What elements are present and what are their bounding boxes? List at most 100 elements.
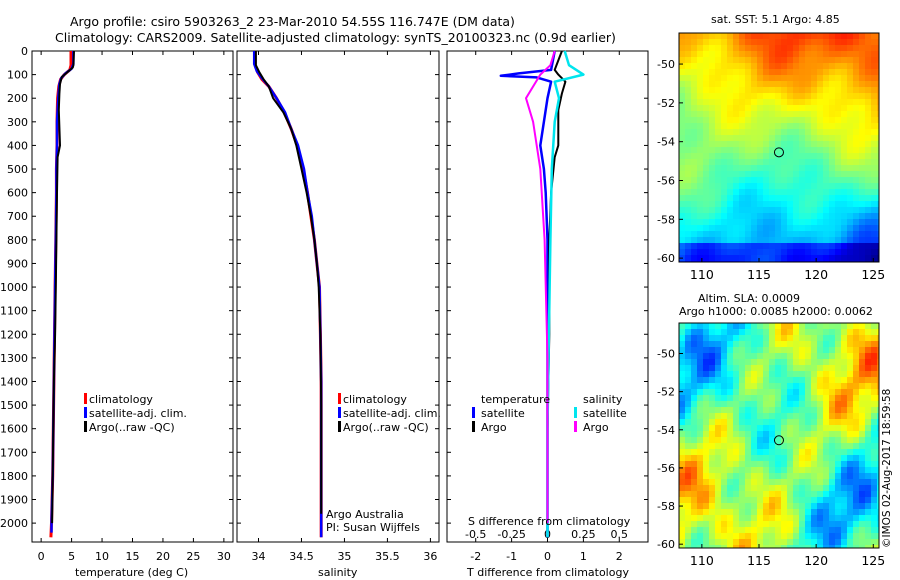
- heatmap-cell: [745, 81, 751, 87]
- heatmap-cell: [685, 461, 691, 467]
- heatmap-cell: [727, 413, 733, 419]
- heatmap-cell: [781, 479, 787, 485]
- heatmap-cell: [727, 159, 733, 165]
- heatmap-cell: [721, 503, 727, 509]
- heatmap-cell: [745, 147, 751, 153]
- heatmap-cell: [763, 165, 769, 171]
- heatmap-cell: [859, 135, 865, 141]
- heatmap-cell: [685, 527, 691, 533]
- heatmap-cell: [805, 365, 811, 371]
- heatmap-cell: [763, 485, 769, 491]
- heatmap-cell: [793, 33, 799, 39]
- heatmap-cell: [811, 503, 817, 509]
- heatmap-cell: [751, 377, 757, 383]
- heatmap-cell: [733, 515, 739, 521]
- heatmap-cell: [829, 371, 835, 377]
- heatmap-cell: [877, 395, 879, 401]
- heatmap-cell: [781, 81, 787, 87]
- heatmap-cell: [865, 473, 871, 479]
- heatmap-cell: [823, 105, 829, 111]
- heatmap-cell: [769, 207, 775, 213]
- heatmap-cell: [805, 171, 811, 177]
- heatmap-cell: [823, 213, 829, 219]
- heatmap-cell: [799, 443, 805, 449]
- heatmap-cell: [811, 425, 817, 431]
- heatmap-cell: [709, 515, 715, 521]
- heatmap-cell: [817, 57, 823, 63]
- heatmap-cell: [733, 449, 739, 455]
- heatmap-cell: [847, 353, 853, 359]
- heatmap-cell: [691, 105, 697, 111]
- heatmap-cell: [751, 341, 757, 347]
- heatmap-cell: [823, 461, 829, 467]
- heatmap-cell: [805, 497, 811, 503]
- heatmap-cell: [679, 431, 685, 437]
- heatmap-cell: [799, 533, 805, 539]
- heatmap-cell: [709, 365, 715, 371]
- heatmap-cell: [781, 461, 787, 467]
- heatmap-cell: [853, 383, 859, 389]
- heatmap-cell: [745, 353, 751, 359]
- heatmap-cell: [829, 207, 835, 213]
- heatmap-cell: [799, 105, 805, 111]
- heatmap-cell: [733, 377, 739, 383]
- heatmap-cell: [679, 93, 685, 99]
- heatmap-cell: [793, 365, 799, 371]
- heatmap-cell: [829, 431, 835, 437]
- heatmap-cell: [703, 479, 709, 485]
- heatmap-cell: [709, 207, 715, 213]
- heatmap-cell: [751, 153, 757, 159]
- heatmap-cell: [877, 177, 879, 183]
- heatmap-cell: [853, 509, 859, 515]
- heatmap-cell: [685, 87, 691, 93]
- heatmap-cell: [841, 413, 847, 419]
- heatmap-cell: [835, 207, 841, 213]
- heatmap-cell: [781, 353, 787, 359]
- heatmap-cell: [769, 87, 775, 93]
- heatmap-cell: [865, 389, 871, 395]
- heatmap-cell: [847, 377, 853, 383]
- heatmap-cell: [775, 141, 781, 147]
- map-x-tick-label: 125: [861, 553, 885, 568]
- heatmap-cell: [817, 335, 823, 341]
- heatmap-cell: [847, 383, 853, 389]
- x-top-tick-label: -0.25: [497, 528, 525, 541]
- heatmap-cell: [871, 51, 877, 57]
- heatmap-cell: [769, 539, 775, 545]
- heatmap-cell: [679, 219, 685, 225]
- heatmap-cell: [691, 135, 697, 141]
- heatmap-cell: [823, 57, 829, 63]
- heatmap-cell: [805, 407, 811, 413]
- heatmap-cell: [763, 407, 769, 413]
- heatmap-cell: [811, 159, 817, 165]
- heatmap-cell: [691, 189, 697, 195]
- heatmap-cell: [823, 413, 829, 419]
- heatmap-cell: [697, 225, 703, 231]
- heatmap-cell: [703, 201, 709, 207]
- heatmap-cell: [757, 335, 763, 341]
- annotation-pi: PI: Susan Wijffels: [326, 521, 420, 534]
- heatmap-cell: [769, 371, 775, 377]
- heatmap-cell: [733, 33, 739, 39]
- heatmap-cell: [865, 57, 871, 63]
- heatmap-cell: [709, 231, 715, 237]
- heatmap-cell: [793, 225, 799, 231]
- heatmap-cell: [793, 389, 799, 395]
- heatmap-cell: [805, 51, 811, 57]
- heatmap-cell: [817, 183, 823, 189]
- heatmap-cell: [703, 503, 709, 509]
- heatmap-cell: [841, 225, 847, 231]
- heatmap-cell: [823, 365, 829, 371]
- heatmap-cell: [733, 503, 739, 509]
- heatmap-cell: [787, 147, 793, 153]
- heatmap-cell: [799, 365, 805, 371]
- heatmap-cell: [769, 323, 775, 329]
- heatmap-cell: [727, 449, 733, 455]
- heatmap-cell: [709, 105, 715, 111]
- heatmap-cell: [721, 419, 727, 425]
- heatmap-cell: [763, 527, 769, 533]
- heatmap-cell: [805, 539, 811, 545]
- heatmap-cell: [829, 57, 835, 63]
- heatmap-cell: [781, 527, 787, 533]
- heatmap-cell: [847, 123, 853, 129]
